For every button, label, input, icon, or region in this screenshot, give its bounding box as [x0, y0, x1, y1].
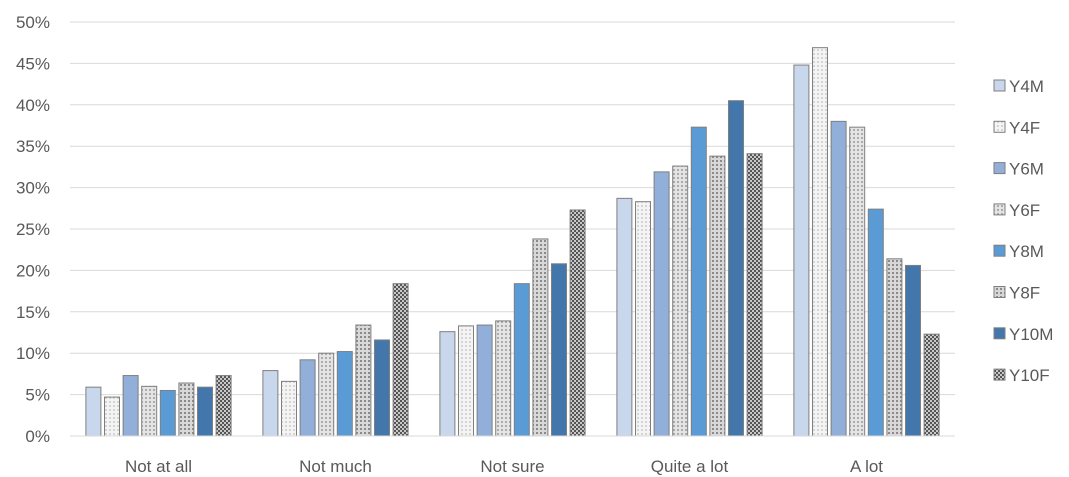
bar-y4f — [635, 201, 651, 437]
bar-y4f — [104, 396, 120, 437]
bar-y10m — [197, 386, 213, 437]
bar-y6m — [830, 120, 847, 437]
bar-y10f — [923, 333, 940, 437]
bar-y6f — [318, 352, 335, 437]
legend-label: Y6F — [1009, 201, 1040, 220]
y-tick-label: 35% — [16, 137, 50, 156]
legend-swatch-y8f — [993, 286, 1006, 298]
y-tick-label: 20% — [16, 261, 50, 280]
bar-y4m — [793, 64, 810, 437]
legend-swatch-y4m — [993, 79, 1006, 92]
bar-y10f — [569, 209, 586, 437]
bar-y8m — [159, 389, 176, 437]
legend-swatch-y4f — [993, 120, 1006, 133]
x-tick-label: Not at all — [125, 457, 192, 476]
x-tick-label: A lot — [850, 457, 883, 476]
bar-y8f — [178, 382, 195, 437]
legend-swatch-y10f — [993, 368, 1006, 381]
y-tick-label: 40% — [16, 96, 50, 115]
y-tick-label: 15% — [16, 303, 50, 322]
legend-label: Y4M — [1009, 77, 1044, 96]
y-tick-label: 5% — [25, 386, 50, 405]
bar-y8f — [709, 155, 726, 437]
legend-label: Y4F — [1009, 118, 1040, 137]
bar-y4f — [458, 325, 474, 437]
bar-y4m — [439, 331, 456, 437]
bar-y10m — [728, 100, 744, 437]
bar-y4f — [812, 47, 828, 437]
bar-y8m — [690, 126, 707, 437]
y-tick-label: 0% — [25, 427, 50, 446]
bar-y8m — [336, 351, 353, 437]
bar-y10f — [392, 283, 409, 437]
bar-y8f — [886, 258, 903, 437]
legend: Y4M Y4F Y6M Y6F Y8M Y8F Y10M Y10F — [993, 77, 1053, 385]
bar-y4f — [281, 380, 297, 437]
bar-y10m — [551, 263, 567, 437]
bar-y6f — [495, 320, 512, 437]
x-tick-label: Not sure — [480, 457, 544, 476]
bar-y6m — [299, 359, 316, 437]
x-tick-label: Quite a lot — [651, 457, 729, 476]
y-tick-label: 10% — [16, 344, 50, 363]
legend-label: Y8F — [1009, 284, 1040, 303]
legend-swatch-y6f — [993, 203, 1006, 216]
bar-y4m — [85, 386, 102, 437]
y-tick-label: 25% — [16, 220, 50, 239]
legend-swatch-y6m — [993, 162, 1006, 175]
legend-label: Y10M — [1009, 325, 1053, 344]
y-axis: 0% 5% 10% 15% 20% 25% 30% 35% 40% 45% 50% — [16, 13, 50, 446]
bar-y6f — [141, 385, 158, 437]
bars — [85, 47, 940, 437]
legend-swatch-y10m — [993, 327, 1006, 340]
bar-y6f — [672, 165, 689, 437]
legend-label: Y8M — [1009, 242, 1044, 261]
bar-y4m — [262, 370, 279, 437]
y-tick-label: 30% — [16, 179, 50, 198]
bar-y6m — [476, 324, 493, 437]
legend-label: Y10F — [1009, 366, 1050, 385]
bar-y10m — [905, 264, 921, 437]
bar-y8m — [513, 283, 530, 437]
bar-y10f — [746, 153, 763, 437]
bar-y6f — [849, 126, 866, 437]
legend-label: Y6M — [1009, 160, 1044, 179]
bar-y6m — [122, 375, 139, 437]
bar-y8f — [355, 324, 372, 437]
x-tick-label: Not much — [299, 457, 372, 476]
bar-y8f — [532, 238, 549, 437]
bar-y6m — [653, 171, 670, 437]
legend-swatch-y8m — [993, 244, 1006, 257]
x-axis: Not at all Not much Not sure Quite a lot A l… — [70, 435, 955, 476]
bar-y8m — [867, 208, 884, 437]
bar-y10m — [374, 339, 390, 437]
bar-y10f — [215, 375, 232, 437]
y-tick-label: 50% — [16, 13, 50, 32]
bar-y4m — [616, 197, 633, 437]
y-tick-label: 45% — [16, 54, 50, 73]
